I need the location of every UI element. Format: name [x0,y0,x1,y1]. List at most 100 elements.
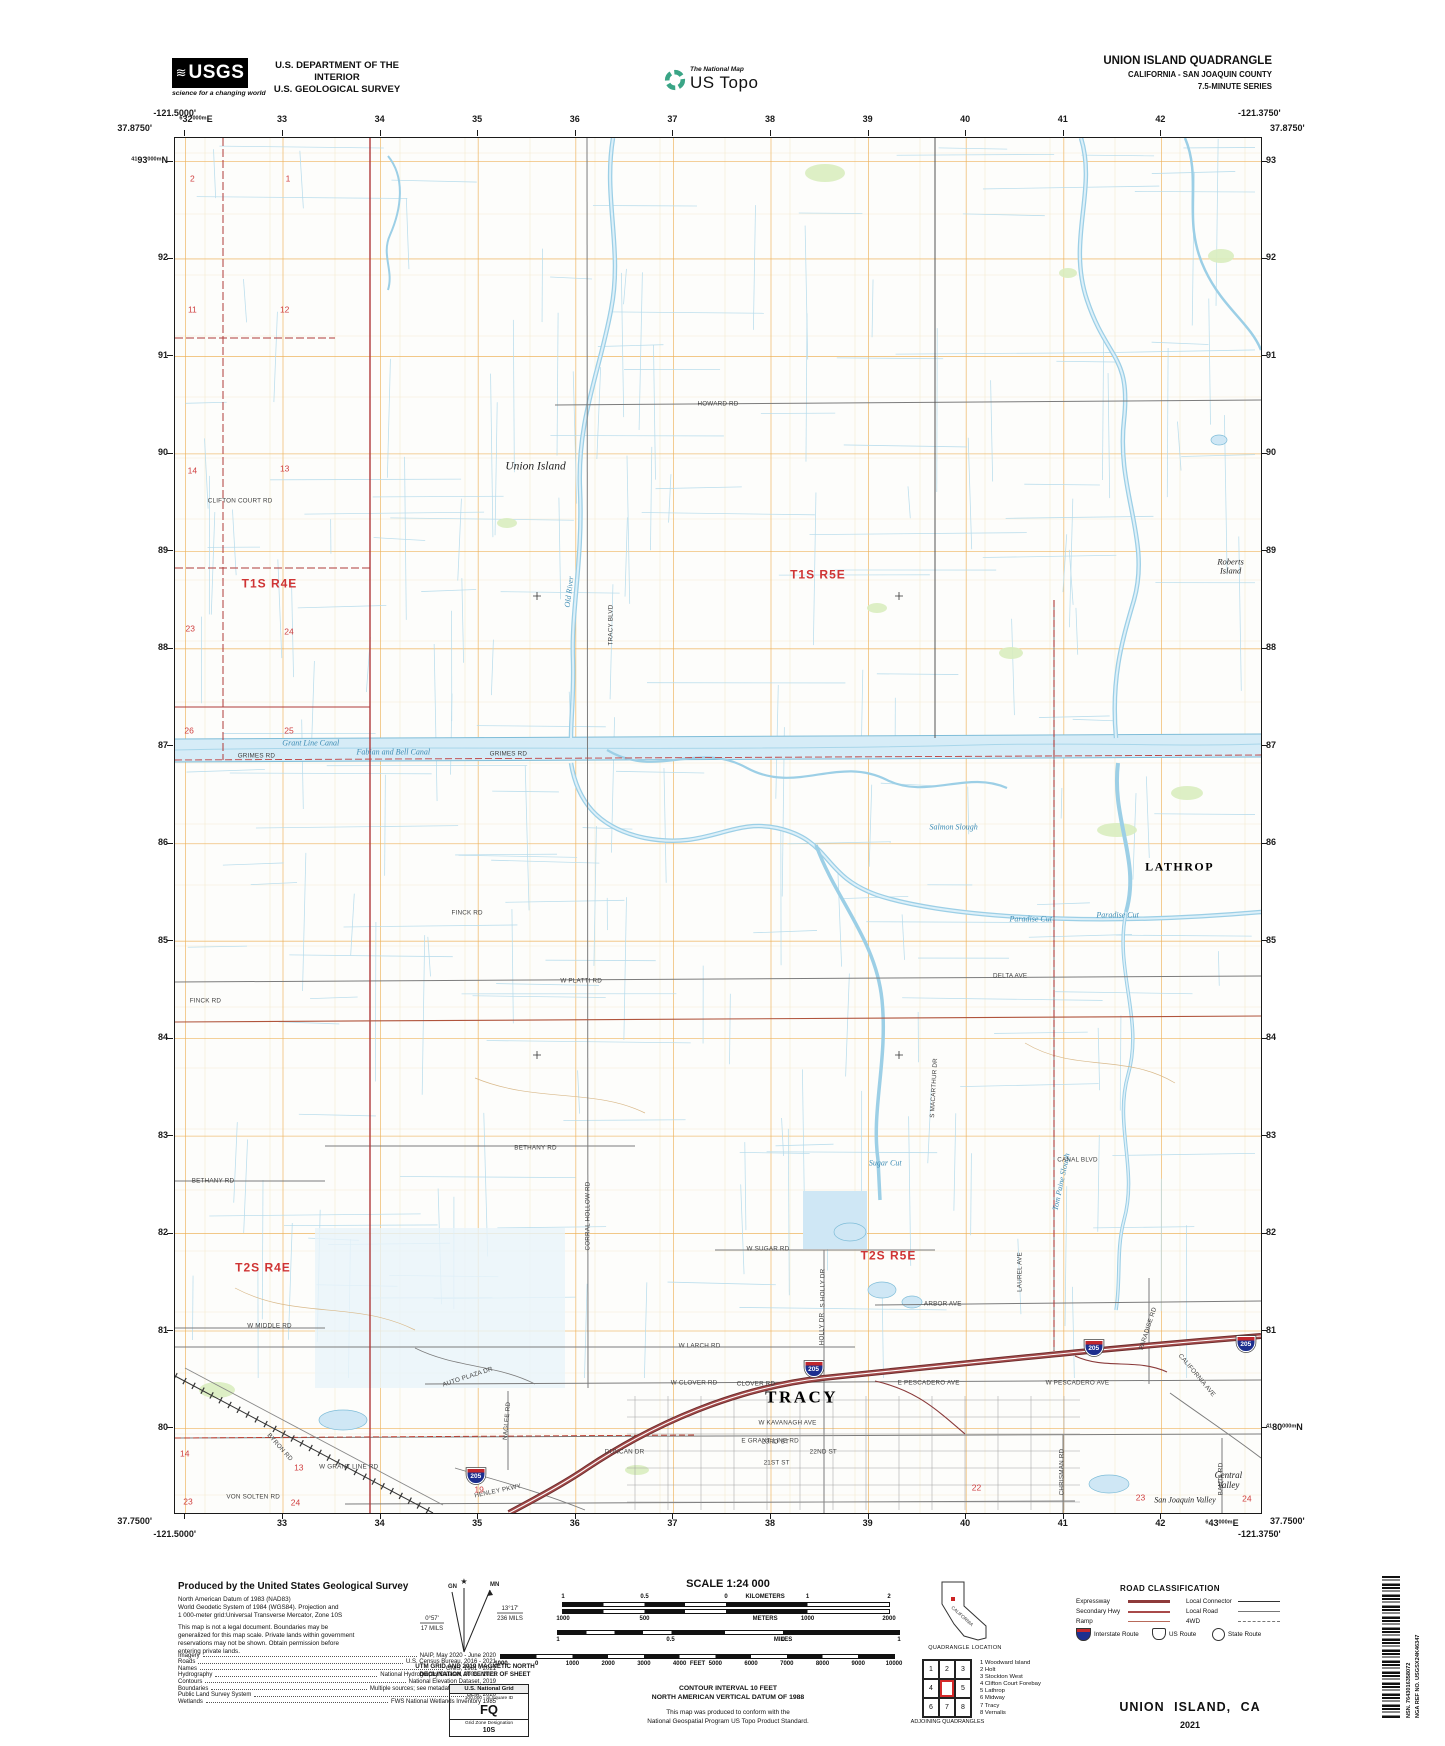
adjoining-cell: 3 [955,1660,971,1679]
road-label: DUNCAN DR [604,1448,645,1456]
grid-label: 36 [569,1518,580,1528]
road-label: FINCK RD [451,909,483,917]
grid-label: 87 [1266,739,1277,750]
credit-label: Wetlands [178,1698,203,1705]
credit-row: Wetlands FWS National Wetlands Inventory … [178,1698,496,1705]
vegetation-layer [199,164,1234,1475]
credit-label: Public Land Survey System [178,1692,252,1699]
corner-coordinate: -121.3750' [1238,108,1281,118]
scale-bar: 1000 500 1000 2000 METERS [556,1609,896,1622]
credits-list: Imagery NAIP, May 2020 - June 2020 Roads U.… [178,1652,496,1705]
road-label: W PLATTI RD [560,977,602,985]
grid-tick [167,355,173,357]
corner-coordinate: -121.3750' [1238,1529,1281,1539]
road-class-row: Local Road [1186,1608,1280,1615]
credit-leader [200,1669,443,1671]
route-legend-item: Interstate Route [1076,1628,1139,1641]
road-label: VON SOLTEN RD [226,1493,280,1501]
credit-value: National Hydrography Dataset, 2006 - 202… [380,1672,496,1679]
scale-tick-label: 5000 [708,1661,723,1667]
svg-text:MN: MN [490,1582,499,1588]
credit-row: Hydrography National Hydrography Dataset,… [178,1672,496,1679]
datum-paragraph: North American Datum of 1983 (NAD83) Worl… [178,1596,478,1620]
grid-label: 82 [1266,1227,1277,1238]
grid-label: 38 [764,1518,776,1528]
scale-tick-label: 1 [897,1637,901,1643]
adjoining-cell: 8 [955,1698,971,1717]
usng-square-id: FQ [479,1702,499,1717]
scale-tick-label: 1000 [565,1661,580,1667]
credit-label: Hydrography [178,1672,213,1679]
adjoining-cell: 4 [923,1679,939,1698]
scale-tick-label: 9000 [851,1661,865,1667]
water-label: Grant Line Canal [282,738,340,748]
grid-label: 81 [157,1324,168,1335]
water-label: Salmon Slough [929,822,978,832]
grid-label: 81 [1266,1324,1277,1335]
adjoining-list-item: 3 Stockton West [980,1674,1023,1681]
grid-label: 83 [157,1129,168,1140]
grid-tick [574,130,576,136]
grid-tick [167,940,173,942]
grid-label: 4180000mN [1266,1421,1303,1432]
scale-unit-label: METERS [752,1616,778,1622]
credit-value: GNIS, 1981 - 2021 [445,1665,496,1672]
adjoining-list-item: 5 Lathrop [980,1688,1005,1695]
grid-tick [167,1037,173,1039]
adjoining-cell: 6 [923,1698,939,1717]
grid-tick [477,130,479,136]
road-classification-title: ROAD CLASSIFICATION [1120,1584,1220,1593]
credit-label: Contours [178,1678,203,1685]
corner-coordinate: 37.8750' [1270,123,1305,133]
section-number: 13 [294,1461,304,1472]
product-standard-note: This map was produced to conform with th… [647,1709,809,1725]
legal-line: generalized for this map scale. Private … [178,1632,355,1639]
section-number: 1 [285,173,291,184]
scale-unit-label: KILOMETERS [745,1594,785,1600]
scale-bar: 1 0.5 0 1 2 KILOMETERS [561,1594,891,1607]
grid-label: 39 [862,114,873,124]
road-class-sample [1238,1601,1280,1602]
scale-unit-label: MILES [773,1637,793,1643]
department-lines: U.S. DEPARTMENT OF THE INTERIOR U.S. GEO… [252,60,422,96]
credit-value: U.S. Census Bureau, 2016 - 2021 [405,1659,496,1666]
grid-label: 82 [157,1227,168,1238]
contour-interval-note: CONTOUR INTERVAL 10 FEET NORTH AMERICAN … [651,1685,805,1701]
national-map-label: The National Map [690,66,744,73]
adjoining-list-item: 4 Clifton Court Forebay [980,1681,1041,1688]
grid-tick [672,130,674,136]
grid-label: 89 [157,544,168,555]
quad-title: UNION ISLAND QUADRANGLE [1103,55,1272,67]
adjoining-list-item: 7 Tracy [980,1702,1000,1709]
grid-label: 39 [862,1518,873,1528]
route-shield-layer: 205 205 205 205 [175,138,1261,1513]
grid-label: 37 [667,1518,678,1528]
urban-street-grid [627,1396,1080,1510]
grid-tick [965,130,967,136]
grid-tick [167,550,173,552]
grid-label: 84 [157,1032,168,1043]
grid-tick [167,842,173,844]
place-label: TRACY [765,1387,839,1407]
scale-tick-label: 1 [556,1637,560,1643]
scale-tick-label: 0 [781,1637,785,1643]
expressway-layer [507,1333,1261,1513]
route-legend-label: Interstate Route [1094,1631,1139,1638]
legal-line: This map is not a legal document. Bounda… [178,1624,329,1631]
credit-leader [215,1675,378,1677]
grid-tick [167,647,173,649]
road-label: ARBOR AVE [923,1300,962,1308]
adjoining-quadrangle-list: 1 Woodward Island 2 Holt 3 Stockton West 4 … [980,1660,1100,1717]
scale-tick-label: 10000 [885,1661,903,1667]
usng-zone-label: Grid Zone Designation [450,1719,528,1726]
interstate-shield-icon: 205 [1084,1340,1104,1356]
credit-leader [254,1695,464,1697]
svg-text:GN: GN [448,1584,457,1590]
grid-tick [167,1330,173,1332]
scale-tick-label: 1000 [800,1616,815,1622]
road-class-sample [1128,1610,1170,1613]
road-label: W GRANT LINE RD [319,1463,379,1471]
road-label: CANAL BLVD [1057,1156,1098,1164]
